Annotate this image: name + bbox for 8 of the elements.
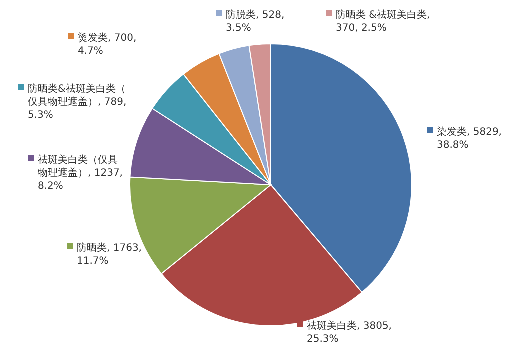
legend-label: 染发类, 5829, 38.8% bbox=[437, 126, 502, 151]
legend-label: 防晒类 &祛斑美白类, 370, 2.5% bbox=[336, 9, 430, 34]
legend-label: 防脱类, 528, 3.5% bbox=[226, 9, 285, 34]
legend-label: 防晒类&祛斑美白类（仅具物理遮盖）, 789, 5.3% bbox=[28, 83, 127, 121]
legend-label: 祛斑美白类, 3805, 25.3% bbox=[307, 320, 392, 345]
legend-label: 烫发类, 700, 4.7% bbox=[78, 32, 137, 57]
legend-label: 祛斑美白类（仅具物理遮盖）, 1237, 8.2% bbox=[38, 154, 123, 192]
legend-label: 防晒类, 1763, 11.7% bbox=[77, 242, 142, 267]
